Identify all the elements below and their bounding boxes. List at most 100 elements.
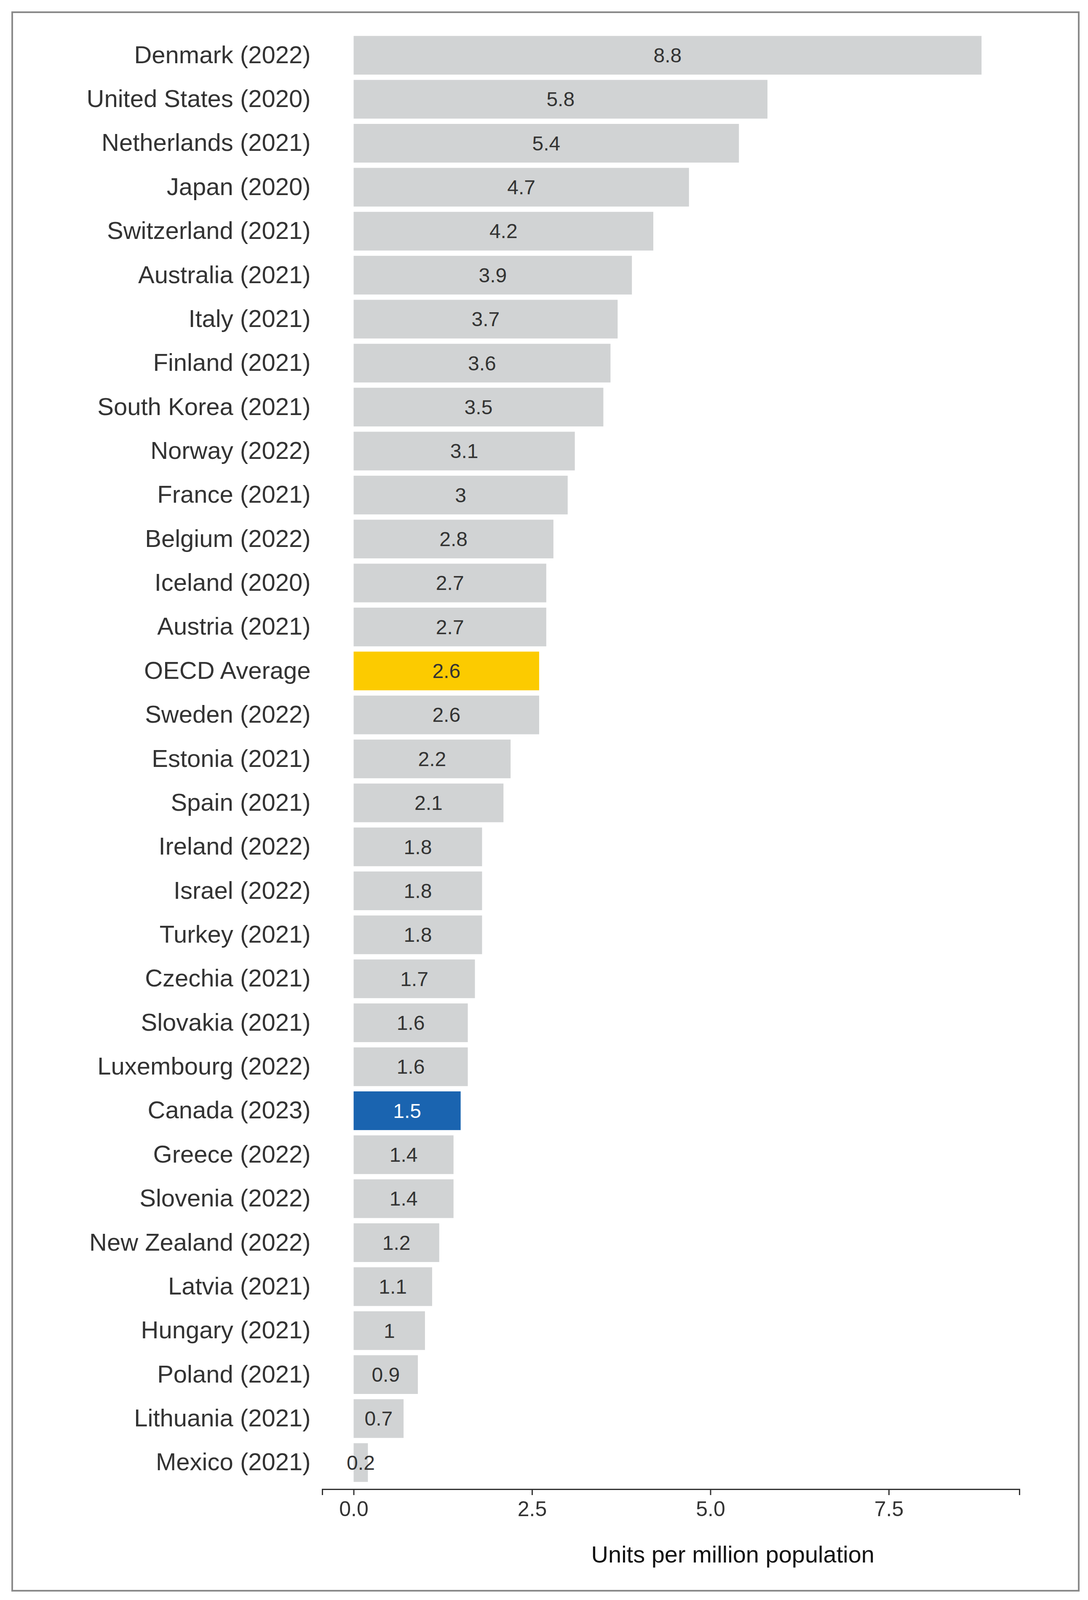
tick-label: Sweden (2022) xyxy=(144,700,311,728)
tick-label: OECD Average xyxy=(144,656,311,684)
tick-label: Greece (2022) xyxy=(153,1139,311,1168)
tick: Latvia (2021) xyxy=(168,1271,354,1300)
tick-label: Finland (2021) xyxy=(153,348,311,376)
bar xyxy=(353,1002,468,1042)
x-axis-title: Units per million population xyxy=(591,1540,875,1567)
tick: Finland (2021) xyxy=(153,348,354,376)
tick-label: Lithuania (2021) xyxy=(133,1403,311,1431)
bar xyxy=(353,255,633,295)
bar xyxy=(353,123,740,163)
tick: Belgium (2022) xyxy=(144,524,354,552)
tick: Israel (2022) xyxy=(173,876,354,904)
bar xyxy=(353,1047,468,1086)
data-label: 2.7 xyxy=(435,571,465,594)
tick-label: 5.0 xyxy=(695,1496,726,1521)
data-label: 0.9 xyxy=(371,1363,400,1386)
data-label: 1.5 xyxy=(392,1099,422,1122)
data-label: 4.2 xyxy=(489,219,518,243)
bar xyxy=(353,695,540,735)
data-label: 1.4 xyxy=(389,1186,418,1210)
data-label: 1.1 xyxy=(378,1275,407,1298)
bar xyxy=(353,607,547,647)
tick-mark xyxy=(531,1488,533,1495)
bar xyxy=(353,431,575,471)
tick-label: United States (2020) xyxy=(86,84,311,113)
data-label: 1.2 xyxy=(382,1231,411,1254)
tick-label: France (2021) xyxy=(157,480,311,508)
tick-label: Latvia (2021) xyxy=(168,1271,311,1300)
bar xyxy=(353,80,768,119)
tick: France (2021) xyxy=(157,480,354,508)
tick-label: Belgium (2022) xyxy=(144,524,311,552)
tick-label: Mexico (2021) xyxy=(155,1447,311,1475)
tick-mark xyxy=(353,1488,355,1495)
tick: Greece (2022) xyxy=(153,1139,354,1168)
tick: Denmark (2022) xyxy=(133,40,354,69)
tick-label: Slovenia (2022) xyxy=(139,1183,311,1211)
bar xyxy=(353,387,604,427)
bar xyxy=(353,299,618,339)
tick: Slovenia (2022) xyxy=(139,1183,354,1211)
bar xyxy=(353,343,611,383)
tick: Iceland (2020) xyxy=(154,568,354,596)
bar xyxy=(353,739,511,778)
bar xyxy=(353,563,547,603)
tick-label: 7.5 xyxy=(874,1496,904,1521)
bar xyxy=(353,783,504,822)
data-label: 0.2 xyxy=(346,1451,375,1474)
data-label: 1.8 xyxy=(403,879,433,902)
data-label: 1.8 xyxy=(403,923,433,946)
tick: Ireland (2022) xyxy=(158,831,354,860)
bar xyxy=(353,915,483,955)
y-axis: Denmark (2022) United States (2020) Nether… xyxy=(86,40,354,1476)
tick-label: Japan (2020) xyxy=(166,172,311,201)
tick: Spain (2021) xyxy=(170,788,354,816)
tick-label: Luxembourg (2022) xyxy=(97,1051,311,1080)
data-label: 3.7 xyxy=(471,307,500,331)
tick: New Zealand (2022) xyxy=(89,1227,354,1256)
data-label: 3.1 xyxy=(450,439,479,463)
bar xyxy=(353,871,483,910)
tick: Japan (2020) xyxy=(166,172,354,201)
bar xyxy=(353,1266,433,1306)
tick: South Korea (2021) xyxy=(97,392,354,420)
tick-label: Denmark (2022) xyxy=(133,40,311,69)
tick-label: 2.5 xyxy=(517,1496,548,1521)
bar xyxy=(353,167,690,207)
bar xyxy=(353,959,476,998)
tick: Lithuania (2021) xyxy=(133,1403,354,1431)
tick: United States (2020) xyxy=(86,84,354,113)
tick: Hungary (2021) xyxy=(141,1315,354,1343)
data-label: 2.8 xyxy=(439,527,468,551)
data-label: 5.8 xyxy=(546,88,575,111)
data-label: 8.8 xyxy=(653,44,682,67)
bar xyxy=(353,475,568,515)
tick-label: Netherlands (2021) xyxy=(101,128,311,156)
bar xyxy=(353,1090,461,1130)
axis-line xyxy=(322,1488,1020,1495)
tick: Estonia (2021) xyxy=(151,744,354,772)
tick-label: Slovakia (2021) xyxy=(141,1007,311,1036)
bar xyxy=(353,1178,454,1218)
bar xyxy=(353,211,654,251)
tick-label: Czechia (2021) xyxy=(144,963,311,992)
tick-label: 0.0 xyxy=(339,1496,369,1521)
tick-label: Iceland (2020) xyxy=(154,568,311,596)
tick: 2.5 xyxy=(517,1488,548,1521)
data-label: 1.7 xyxy=(400,967,429,990)
bar xyxy=(353,651,540,690)
tick: Austria (2021) xyxy=(157,612,354,640)
data-label: 1 xyxy=(383,1319,396,1342)
data-label: 0.7 xyxy=(364,1406,393,1430)
tick-label: Poland (2021) xyxy=(157,1359,311,1388)
tick: Slovakia (2021) xyxy=(141,1007,354,1036)
data-label: 2.7 xyxy=(435,615,465,639)
data-label: 4.7 xyxy=(507,176,536,199)
tick: Sweden (2022) xyxy=(144,700,354,728)
data-label: 3.9 xyxy=(478,264,507,287)
frame xyxy=(12,12,1079,1591)
bar xyxy=(353,1134,454,1174)
tick: Australia (2021) xyxy=(138,260,354,289)
tick: 7.5 xyxy=(874,1488,904,1521)
tick: Mexico (2021) xyxy=(155,1447,354,1475)
